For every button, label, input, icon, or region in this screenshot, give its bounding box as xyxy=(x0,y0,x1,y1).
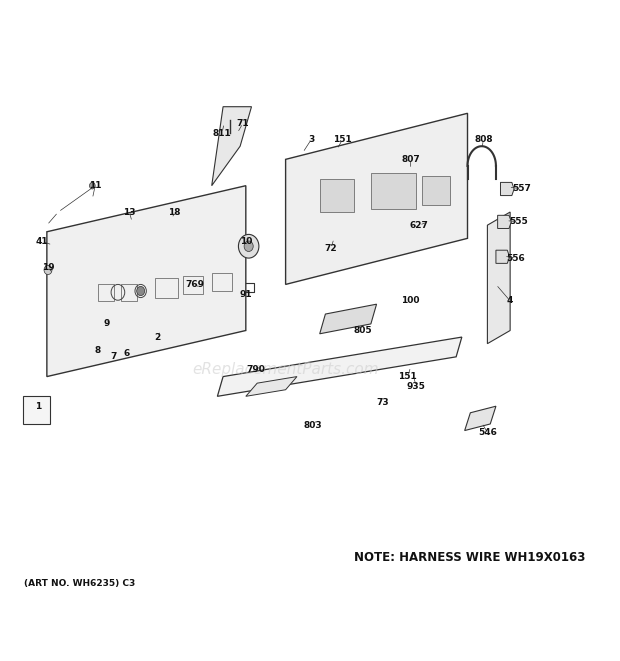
Polygon shape xyxy=(211,106,252,186)
Text: eReplacementParts.com: eReplacementParts.com xyxy=(192,362,379,377)
Text: 151: 151 xyxy=(399,372,417,381)
Text: 7: 7 xyxy=(111,352,117,362)
Text: 6: 6 xyxy=(123,349,130,358)
Text: 807: 807 xyxy=(401,155,420,164)
Polygon shape xyxy=(320,304,376,334)
Bar xyxy=(23,397,50,424)
Text: 627: 627 xyxy=(410,221,428,229)
Polygon shape xyxy=(464,407,496,430)
Bar xyxy=(184,276,203,294)
Text: 935: 935 xyxy=(407,382,426,391)
Text: 10: 10 xyxy=(239,237,252,246)
Polygon shape xyxy=(487,212,510,344)
Bar xyxy=(422,176,451,206)
Text: 546: 546 xyxy=(478,428,497,437)
Bar xyxy=(211,272,232,291)
Polygon shape xyxy=(286,113,467,284)
Text: 11: 11 xyxy=(89,181,102,190)
Circle shape xyxy=(89,182,95,189)
Text: 73: 73 xyxy=(376,399,389,407)
Text: 1: 1 xyxy=(35,402,42,410)
Bar xyxy=(98,284,114,301)
Text: 41: 41 xyxy=(36,237,48,246)
Text: (ART NO. WH6235) C3: (ART NO. WH6235) C3 xyxy=(24,580,135,588)
Bar xyxy=(121,284,136,301)
Text: 790: 790 xyxy=(247,366,265,375)
Bar xyxy=(155,278,177,297)
Polygon shape xyxy=(500,182,514,196)
Circle shape xyxy=(44,265,52,274)
Text: 3: 3 xyxy=(308,135,314,144)
Circle shape xyxy=(239,235,259,258)
Bar xyxy=(371,173,417,209)
Text: 811: 811 xyxy=(213,128,231,137)
Text: 9: 9 xyxy=(104,319,110,329)
Text: 557: 557 xyxy=(512,184,531,194)
Polygon shape xyxy=(47,186,246,377)
Text: 72: 72 xyxy=(325,244,337,253)
Text: 8: 8 xyxy=(95,346,101,355)
Circle shape xyxy=(244,241,253,252)
Text: 18: 18 xyxy=(169,208,181,217)
Text: 769: 769 xyxy=(185,280,204,289)
Polygon shape xyxy=(496,251,510,263)
Circle shape xyxy=(136,286,144,295)
Text: 805: 805 xyxy=(353,326,371,335)
Text: 151: 151 xyxy=(333,135,352,144)
Polygon shape xyxy=(246,377,297,397)
Text: 19: 19 xyxy=(42,264,55,272)
Polygon shape xyxy=(498,215,511,229)
Polygon shape xyxy=(218,337,462,397)
Text: 803: 803 xyxy=(304,422,322,430)
Text: 100: 100 xyxy=(401,296,420,305)
Text: 2: 2 xyxy=(154,332,161,342)
Text: 808: 808 xyxy=(474,135,493,144)
Text: 4: 4 xyxy=(507,296,513,305)
Bar xyxy=(320,179,354,212)
Text: 71: 71 xyxy=(237,119,249,128)
Text: 555: 555 xyxy=(509,217,528,227)
Text: 13: 13 xyxy=(123,208,136,217)
Text: 91: 91 xyxy=(239,290,252,299)
Text: 556: 556 xyxy=(507,254,525,262)
Text: NOTE: HARNESS WIRE WH19X0163: NOTE: HARNESS WIRE WH19X0163 xyxy=(354,551,585,564)
